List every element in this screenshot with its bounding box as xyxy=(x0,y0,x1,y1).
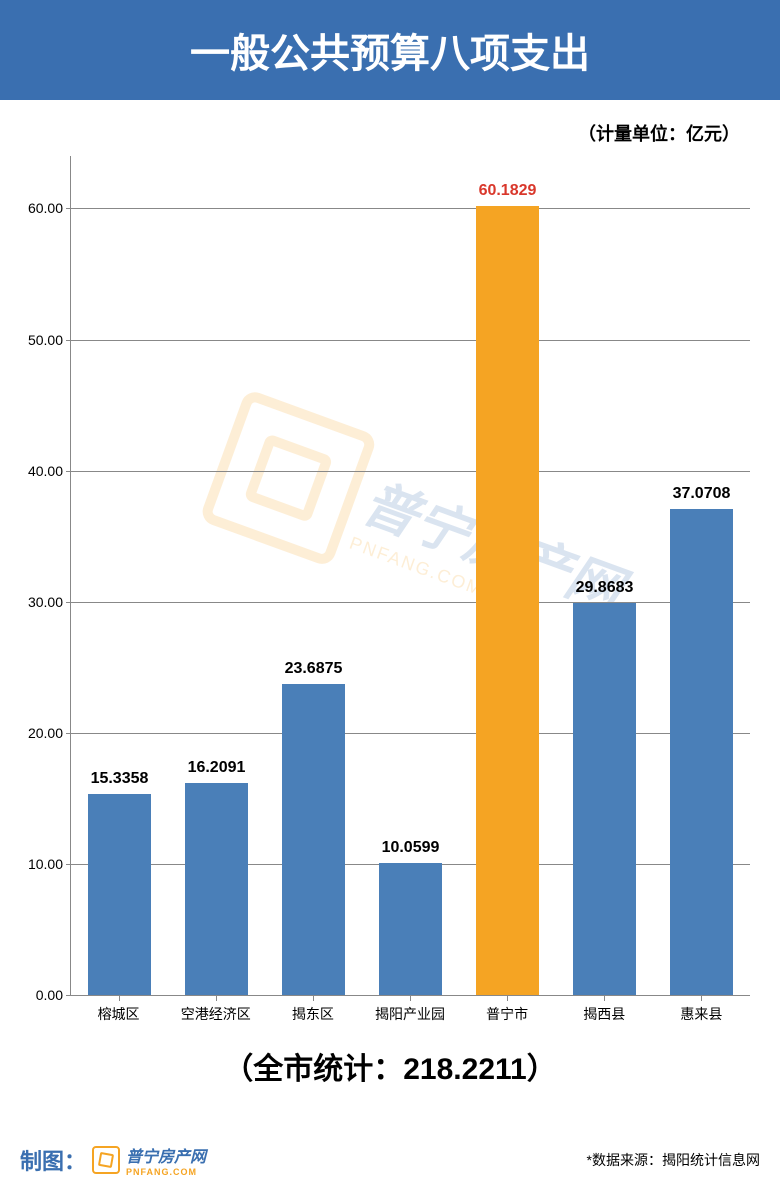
y-tick-mark xyxy=(66,733,71,734)
y-tick-mark xyxy=(66,471,71,472)
credit-prefix: 制图： xyxy=(20,1144,86,1176)
bar-slot: 15.3358 xyxy=(71,156,168,995)
bar-value-label: 16.2091 xyxy=(188,759,246,783)
bar: 23.6875 xyxy=(282,684,344,995)
data-source: *数据来源：揭阳统计信息网 xyxy=(587,1150,760,1170)
brand-sub: PNFANG.COM xyxy=(126,1168,206,1177)
bar: 60.1829 xyxy=(476,206,538,995)
footer-row: 制图： 普宁房产网 PNFANG.COM *数据来源：揭阳统计信息网 xyxy=(0,1142,780,1177)
bar-value-label: 29.8683 xyxy=(576,579,634,603)
bar-slot: 16.2091 xyxy=(168,156,265,995)
bar-slot: 10.0599 xyxy=(362,156,459,995)
x-tick-label: 榕城区 xyxy=(70,996,167,1026)
bar-slot: 29.8683 xyxy=(556,156,653,995)
y-tick-label: 60.00 xyxy=(28,200,71,216)
x-tick-label: 揭阳产业园 xyxy=(361,996,458,1026)
y-tick-label: 10.00 xyxy=(28,856,71,872)
bar: 29.8683 xyxy=(573,603,635,995)
plot-region: 15.3358 16.2091 23.6875 10.0599 60.1829 29.86… xyxy=(70,156,750,996)
x-tick-label: 空港经济区 xyxy=(167,996,264,1026)
bar-value-label: 10.0599 xyxy=(382,839,440,863)
y-tick-mark xyxy=(66,208,71,209)
chart-title: 一般公共预算八项支出 xyxy=(190,21,590,79)
x-tick-label: 惠来县 xyxy=(653,996,750,1026)
unit-label: （计量单位：亿元） xyxy=(0,100,780,146)
bar: 37.0708 xyxy=(670,509,732,995)
bar-slot: 37.0708 xyxy=(653,156,750,995)
x-tick-label: 揭西县 xyxy=(556,996,653,1026)
y-tick-mark xyxy=(66,864,71,865)
bar: 15.3358 xyxy=(88,794,150,995)
bar: 10.0599 xyxy=(379,863,441,995)
bar-value-label: 23.6875 xyxy=(285,660,343,684)
bar-slot: 60.1829 xyxy=(459,156,556,995)
bars-container: 15.3358 16.2091 23.6875 10.0599 60.1829 29.86… xyxy=(71,156,750,995)
y-tick-mark xyxy=(66,340,71,341)
y-tick-label: 30.00 xyxy=(28,594,71,610)
credit-left: 制图： 普宁房产网 PNFANG.COM xyxy=(20,1142,206,1177)
bar: 16.2091 xyxy=(185,783,247,995)
brand-text: 普宁房产网 PNFANG.COM xyxy=(126,1142,206,1177)
bar-value-label: 15.3358 xyxy=(91,770,149,794)
bar-value-label: 37.0708 xyxy=(673,485,731,509)
chart-area: 普宁房产网 PNFANG.COM 15.335816.209123.687510… xyxy=(70,156,750,1026)
x-axis-labels: 榕城区空港经济区揭东区揭阳产业园普宁市揭西县惠来县 xyxy=(70,996,750,1026)
x-tick-label: 揭东区 xyxy=(264,996,361,1026)
y-tick-label: 50.00 xyxy=(28,332,71,348)
bar-value-label: 60.1829 xyxy=(479,182,537,206)
footer-total: （全市统计：218.2211） xyxy=(0,1044,780,1088)
brand-main: 普宁房产网 xyxy=(126,1149,206,1166)
bar-slot: 23.6875 xyxy=(265,156,362,995)
header-bar: 一般公共预算八项支出 xyxy=(0,0,780,100)
y-tick-label: 40.00 xyxy=(28,463,71,479)
y-tick-mark xyxy=(66,602,71,603)
brand-logo-icon xyxy=(92,1146,120,1174)
x-tick-label: 普宁市 xyxy=(459,996,556,1026)
y-tick-label: 20.00 xyxy=(28,725,71,741)
